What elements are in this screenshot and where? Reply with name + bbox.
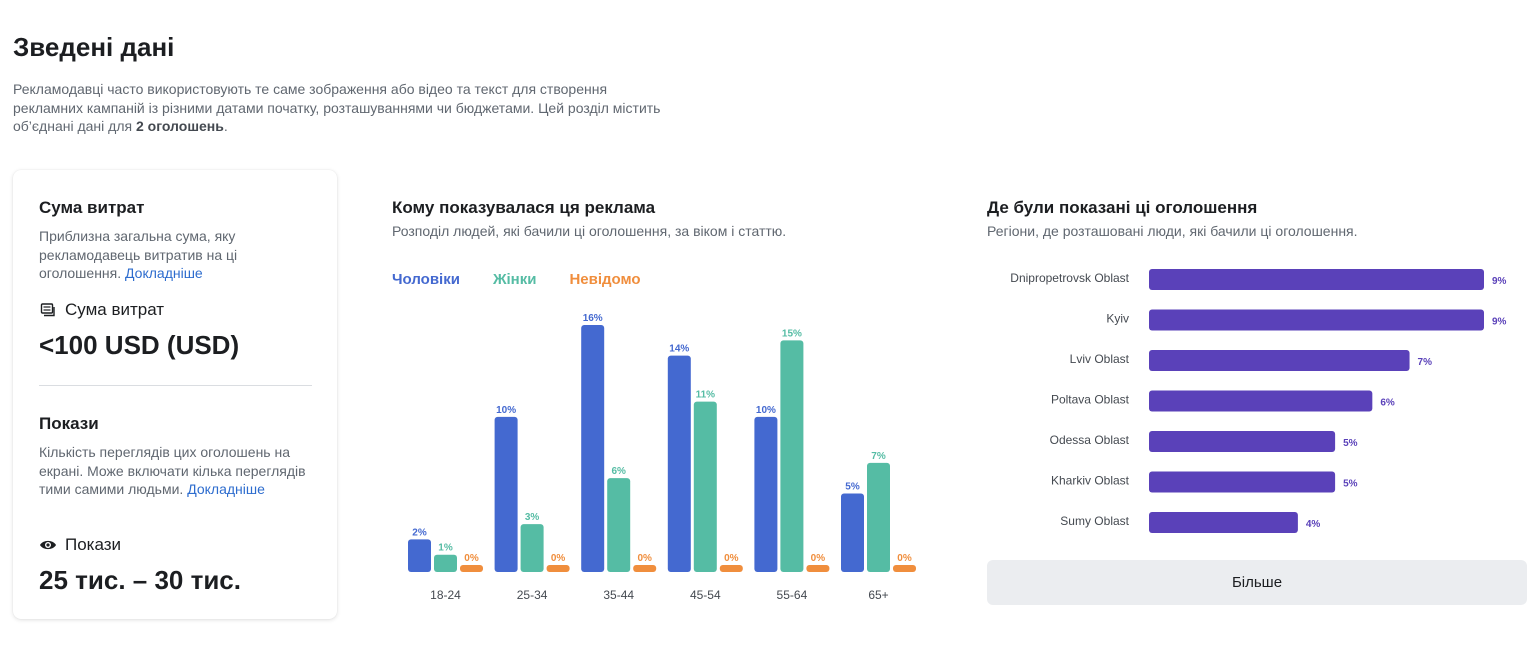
impressions-section-title: Покази [39,414,99,433]
spend-learn-more-link[interactable]: Докладніше [125,265,203,281]
eye-icon [39,536,57,554]
bar-female-18-24[interactable] [434,554,457,572]
spend-section-title: Сума витрат [39,198,145,217]
intro-text: Рекламодавці часто використовують те сам… [13,80,673,136]
spend-description-text: Приблизна загальна сума, яку рекламодаве… [39,228,238,281]
legend-female[interactable]: Жінки [492,271,537,288]
bar-male-35-44[interactable] [581,325,605,572]
audience-chart-subtitle: Розподіл людей, які бачили ці оголошення… [392,223,787,239]
region-label: Lviv Oblast [1070,352,1130,366]
age-axis-label: 45-54 [690,588,721,602]
bar-unknown-18-24[interactable] [460,565,483,572]
regions-bar-chart: Dnipropetrovsk Oblast 9% Kyiv 9% Lviv Oblast… [1010,269,1507,533]
region-bar-dnipropetrovsk-oblast[interactable] [1149,269,1484,290]
impressions-metric-label-text: Покази [65,535,122,554]
region-label: Sumy Oblast [1060,514,1129,528]
region-value-label: 7% [1418,357,1433,368]
impressions-description-text: Кількість переглядів цих оголошень на ек… [39,444,306,497]
bar-unknown-55-64[interactable] [806,565,830,572]
bar-value-label: 0% [637,553,652,564]
audience-chart-title: Кому показувалася ця реклама [392,198,656,217]
region-label: Dnipropetrovsk Oblast [1010,271,1129,285]
bar-value-label: 0% [811,553,826,564]
summary-card: Сума витрат Приблизна загальна сума, яку… [13,170,337,619]
bar-value-label: 0% [897,553,912,564]
bar-value-label: 0% [464,553,479,564]
bar-unknown-35-44[interactable] [633,565,657,572]
bar-value-label: 11% [696,390,716,401]
spend-metric-label: Сума витрат [39,300,164,320]
bar-male-25-34[interactable] [494,416,518,572]
region-value-label: 5% [1343,479,1358,490]
bar-male-55-64[interactable] [754,416,778,572]
impressions-metric-label: Покази [39,535,121,555]
page-title: Зведені дані [13,32,175,62]
bar-value-label: 10% [756,405,776,416]
bar-value-label: 0% [551,553,566,564]
bar-value-label: 2% [412,527,427,538]
intro-text-main: Рекламодавці часто використовують те сам… [13,81,661,134]
spend-value: <100 USD (USD) [39,330,240,360]
region-label: Poltava Oblast [1051,393,1130,407]
region-label: Kharkiv Oblast [1051,474,1130,488]
legend-male[interactable]: Чоловіки [392,271,460,288]
bar-value-label: 1% [438,543,453,554]
age-axis-label: 18-24 [430,588,461,602]
bar-male-18-24[interactable] [408,539,431,572]
bar-female-65+[interactable] [867,462,890,572]
region-bar-kyiv[interactable] [1149,309,1484,331]
region-value-label: 5% [1343,438,1358,449]
region-label: Odessa Oblast [1050,433,1130,447]
region-bar-poltava-oblast[interactable] [1149,390,1373,412]
region-bar-lviv-oblast[interactable] [1149,350,1410,371]
impressions-learn-more-link[interactable]: Докладніше [187,481,265,497]
region-label: Kyiv [1106,312,1129,326]
intro-ad-count: 2 оголошень [135,118,224,134]
region-bar-sumy-oblast[interactable] [1149,512,1298,533]
bar-male-45-54[interactable] [667,355,691,572]
spend-metric-label-text: Сума витрат [65,300,165,319]
region-bar-odessa-oblast[interactable] [1149,431,1336,452]
bar-female-55-64[interactable] [780,340,804,572]
impressions-description: Кількість переглядів цих оголошень на ек… [39,443,314,499]
more-regions-button[interactable]: Більше [987,560,1527,605]
bar-value-label: 7% [871,451,886,462]
age-axis-label: 65+ [868,588,888,602]
impressions-value: 25 тис. – 30 тис. [39,565,241,595]
bar-female-35-44[interactable] [607,478,631,572]
age-gender-bar-chart: 2% 1% 0% 18-24 10% 3% 0% 25-34 16% 6% 0% 35-44 14% 11… [408,313,916,602]
bar-value-label: 15% [782,328,802,339]
age-axis-label: 35-44 [603,588,634,602]
age-axis-label: 55-64 [777,588,808,602]
spend-description: Приблизна загальна сума, яку рекламодаве… [39,227,314,283]
age-axis-label: 25-34 [517,588,548,602]
bar-female-25-34[interactable] [520,524,544,572]
region-value-label: 9% [1492,276,1507,287]
region-value-label: 6% [1380,398,1395,409]
bar-value-label: 3% [525,512,540,523]
bar-value-label: 5% [845,481,860,492]
legend-unknown[interactable]: Невідомо [569,271,641,288]
bar-male-65+[interactable] [841,493,864,572]
card-divider [39,385,312,386]
bar-value-label: 14% [669,344,689,355]
bar-female-45-54[interactable] [693,401,717,572]
bar-value-label: 6% [611,466,626,477]
bar-value-label: 16% [583,313,603,324]
money-stack-icon [39,301,57,319]
region-value-label: 9% [1492,317,1507,328]
bar-unknown-45-54[interactable] [719,565,743,572]
bar-value-label: 10% [496,405,516,416]
region-value-label: 4% [1306,519,1321,530]
regions-chart-title: Де були показані ці оголошення [987,198,1258,217]
intro-text-end: . [223,118,228,134]
regions-chart-subtitle: Регіони, де розташовані люди, які бачили… [987,223,1358,239]
bar-unknown-65+[interactable] [893,565,916,572]
bar-value-label: 0% [724,553,739,564]
audience-legend: Чоловіки Жінки Невідомо [392,271,641,288]
bar-unknown-25-34[interactable] [546,565,570,572]
region-bar-kharkiv-oblast[interactable] [1149,471,1336,493]
